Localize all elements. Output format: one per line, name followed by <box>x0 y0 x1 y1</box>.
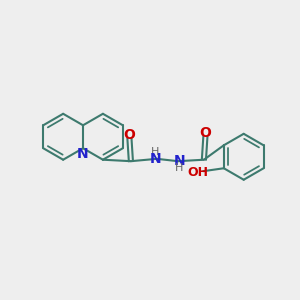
Text: O: O <box>124 128 135 142</box>
Text: H: H <box>151 147 160 158</box>
Text: O: O <box>200 126 211 140</box>
Text: H: H <box>175 163 184 173</box>
Text: N: N <box>77 146 89 161</box>
Text: N: N <box>149 152 161 166</box>
Text: N: N <box>174 154 185 168</box>
Text: OH: OH <box>188 166 208 179</box>
